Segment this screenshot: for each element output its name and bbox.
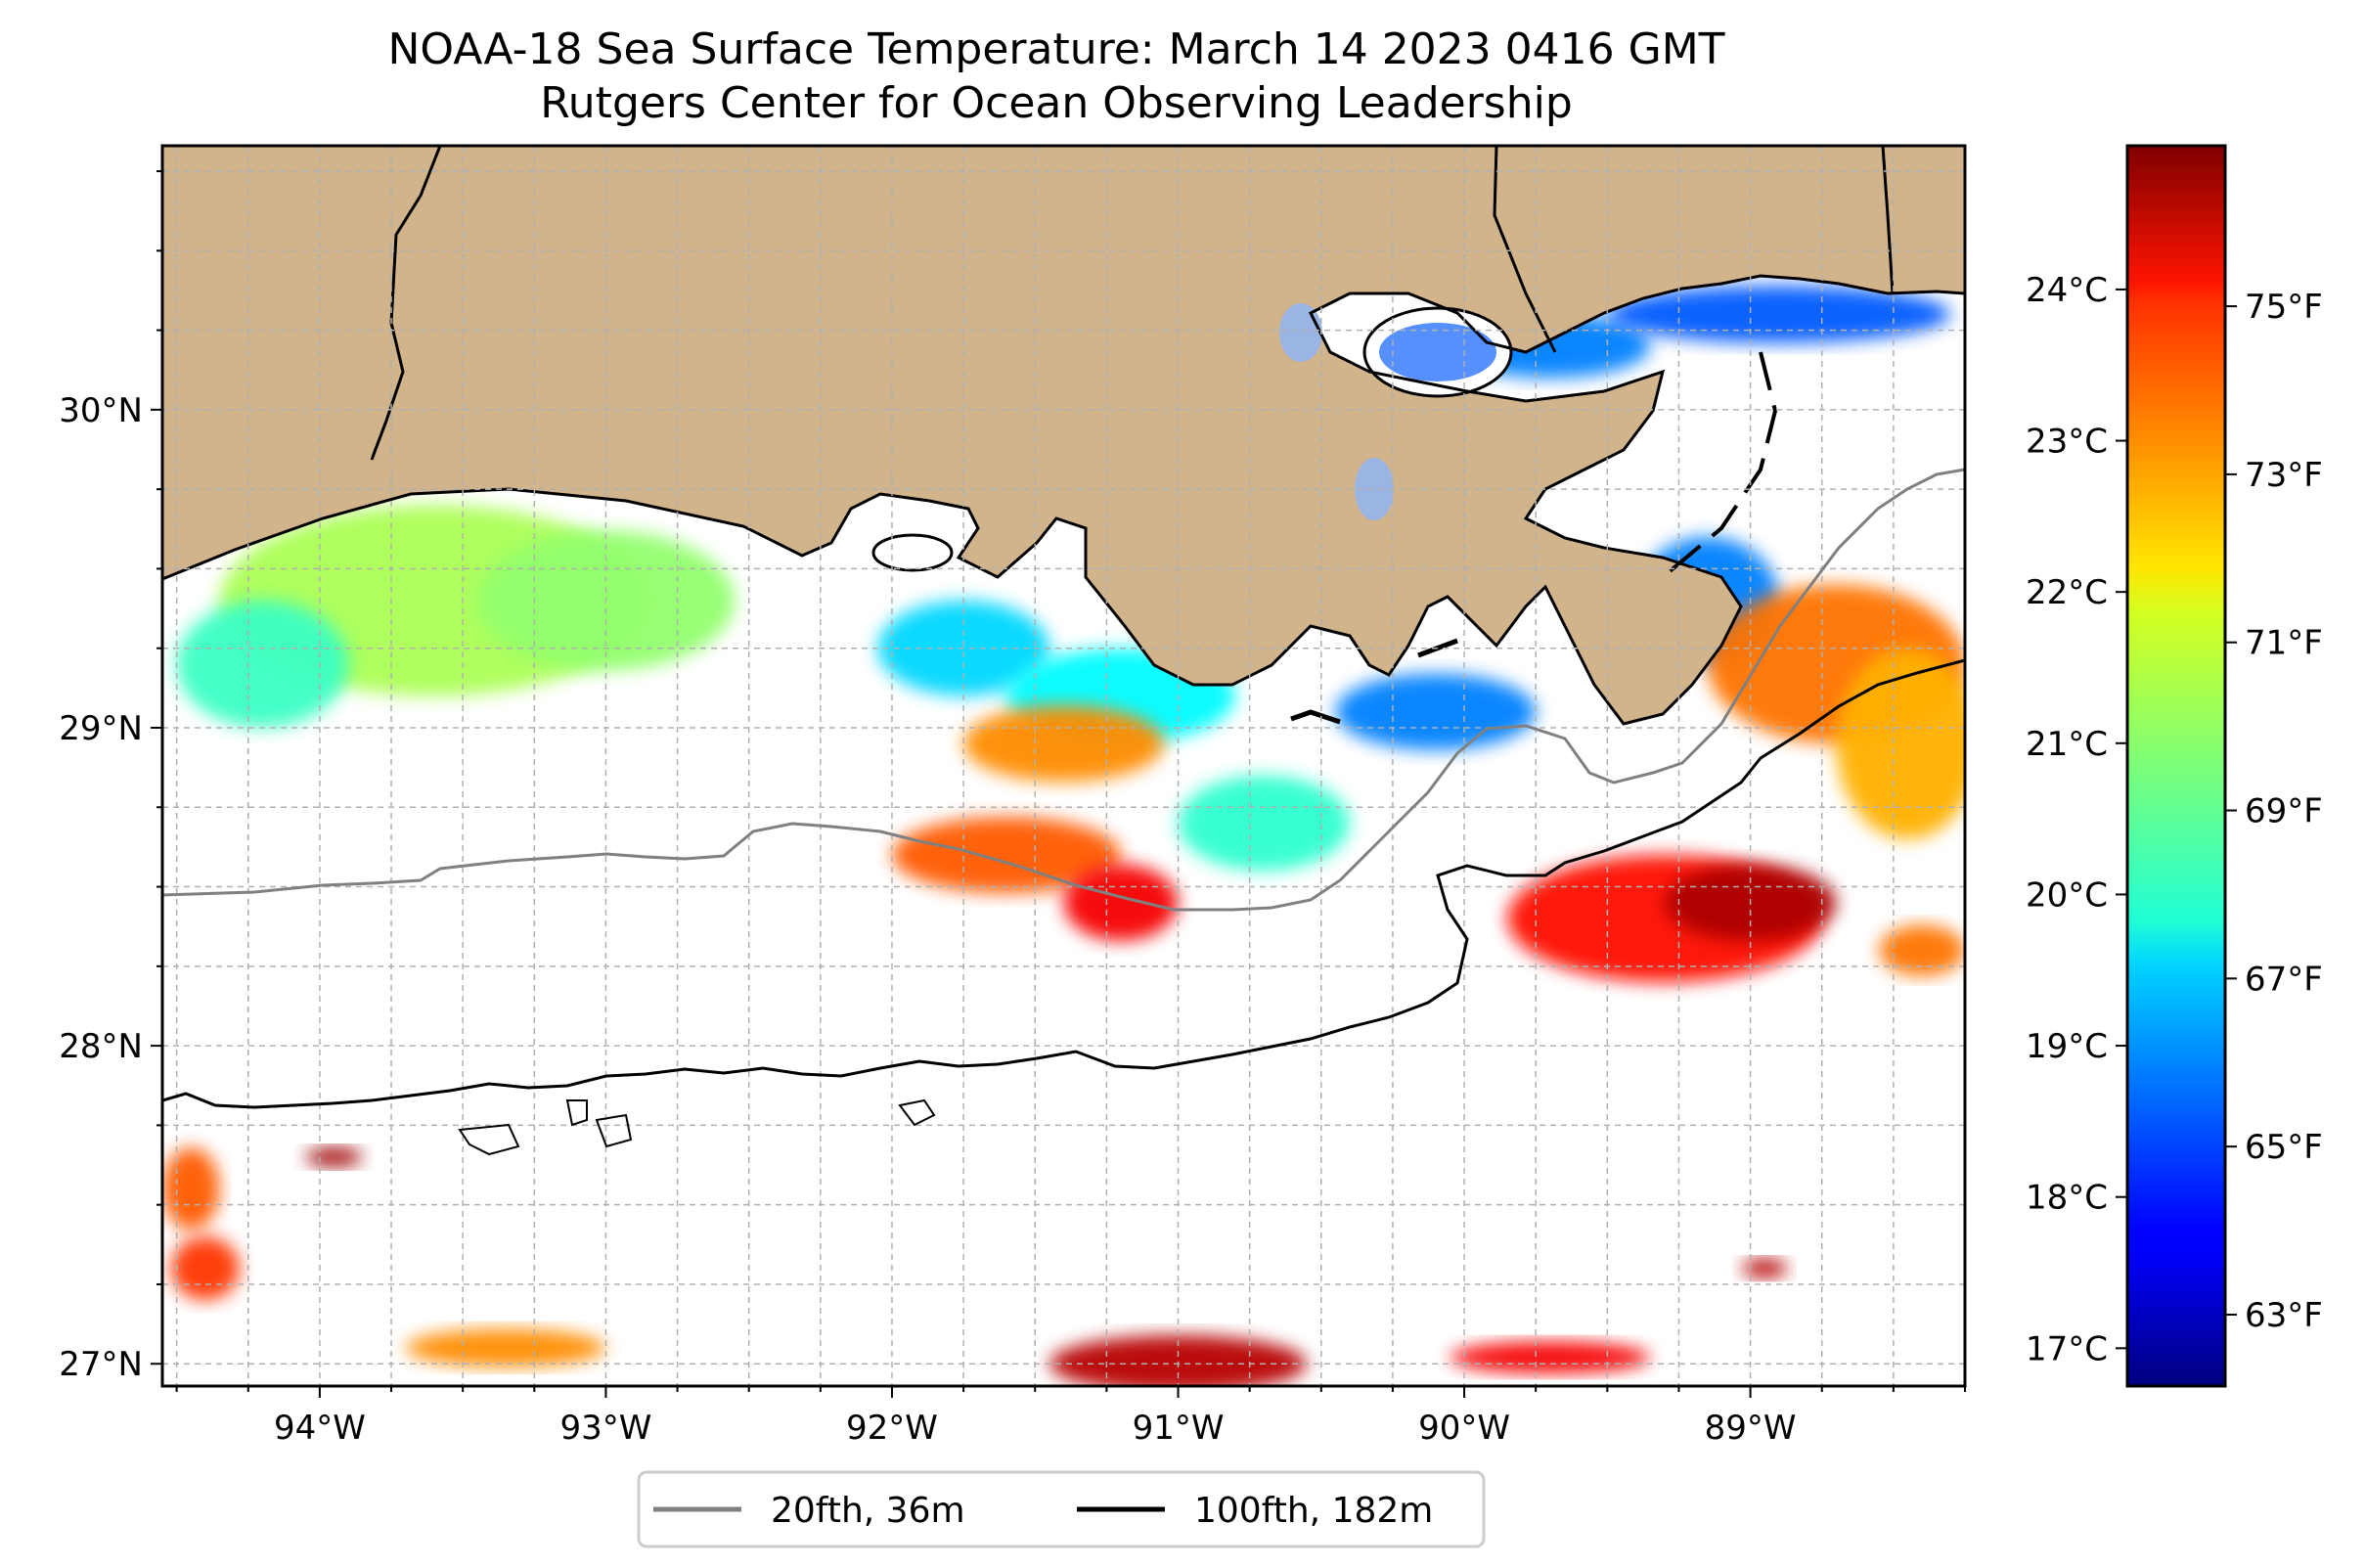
map-title-line1: NOAA-18 Sea Surface Temperature: March 1… — [387, 24, 1724, 74]
lon-tick-label: 90°W — [1418, 1409, 1510, 1448]
lat-tick-label: 27°N — [59, 1345, 143, 1384]
colorbar-celsius-label: 22°C — [2026, 573, 2108, 612]
sst-patch-western-shelf-edge — [176, 600, 349, 728]
colorbar-celsius-ticks: 17°C 18°C 19°C 20°C 21°C 22°C 23°C 24°C — [2026, 271, 2127, 1368]
colorbar-fahrenheit-label: 65°F — [2245, 1128, 2323, 1167]
colorbar-celsius-label: 18°C — [2026, 1179, 2108, 1218]
sst-patch-offshore-south-east — [1450, 1341, 1651, 1373]
grand-lake — [871, 533, 954, 572]
legend-label-100fth: 100fth, 182m — [1194, 1491, 1433, 1531]
colorbar-gradient — [2125, 144, 2227, 1388]
lon-tick-label: 91°W — [1133, 1409, 1225, 1448]
lon-tick-label: 94°W — [274, 1409, 366, 1448]
map-plot-area — [162, 146, 1965, 1386]
pearl-river-border — [1493, 146, 1557, 353]
colorbar-celsius-label: 19°C — [2026, 1027, 2108, 1066]
sst-patch-central-shelf-warm — [891, 817, 1122, 894]
sst-patch-offshore-south-core — [1049, 1334, 1308, 1386]
sst-patch-east-edge-small — [1879, 924, 1965, 976]
legend-box — [637, 1470, 1486, 1548]
coastline — [162, 274, 1965, 726]
sst-patch-offshore-small-a — [305, 1147, 363, 1167]
gridlines — [162, 146, 1965, 1386]
state-border-east — [1881, 146, 1895, 294]
lat-tick-label: 29°N — [59, 709, 143, 748]
lake-pontchartrain-inland — [1279, 303, 1322, 362]
colorbar: 17°C 18°C 19°C 20°C 21°C 22°C 23°C 24°C 63°F 65°… — [2026, 144, 2323, 1388]
lat-tick-label: 28°N — [59, 1027, 143, 1066]
latitude-ticks: 30°N 29°N 28°N 27°N — [59, 170, 162, 1384]
sst-patch-shelf-edge-east — [1836, 648, 1965, 839]
sst-patch-mississippi-sound — [1607, 286, 1951, 343]
isobath-20fth — [162, 468, 1965, 912]
lake-pontchartrain-sst — [1379, 323, 1496, 381]
sst-patch-terrebonne-patch — [1178, 775, 1351, 872]
colorbar-fahrenheit-ticks: 63°F 65°F 67°F 69°F 71°F 73°F 75°F — [2225, 288, 2323, 1335]
map-title-line2: Rutgers Center for Ocean Observing Leade… — [540, 78, 1573, 128]
colorbar-fahrenheit-label: 63°F — [2245, 1296, 2323, 1335]
colorbar-fahrenheit-label: 75°F — [2245, 288, 2323, 327]
colorbar-fahrenheit-label: 69°F — [2245, 792, 2323, 831]
colorbar-celsius-label: 17°C — [2026, 1329, 2108, 1368]
chandeleur-islands — [1661, 351, 1778, 579]
barrier-islands — [1290, 709, 1341, 725]
sst-patch-offshore-west-2 — [170, 1236, 240, 1301]
seamount-contours — [458, 1098, 936, 1156]
longitude-ticks: 94°W 93°W 92°W 91°W 90°W 89°W — [175, 1386, 1966, 1448]
legend-label-20fth: 20fth, 36m — [771, 1491, 965, 1531]
sst-patch-offshore-west — [162, 1147, 220, 1231]
sst-patch-mid-shelf-warm — [963, 705, 1164, 783]
sst-patch-offshore-southwest — [405, 1328, 606, 1367]
sst-patch-barataria-patch — [1335, 673, 1537, 750]
colorbar-celsius-label: 21°C — [2026, 725, 2108, 764]
colorbar-fahrenheit-label: 67°F — [2245, 960, 2323, 999]
map-frame — [160, 144, 1967, 1388]
colorbar-fahrenheit-label: 73°F — [2245, 456, 2323, 495]
sst-patch-central-shelf-hot — [1063, 864, 1179, 941]
sst-patch-offshore-small-b — [1741, 1258, 1788, 1278]
colorbar-celsius-label: 20°C — [2026, 875, 2108, 915]
colorbar-celsius-label: 24°C — [2026, 271, 2108, 310]
lat-tick-label: 30°N — [59, 391, 143, 430]
inland-lake — [1355, 458, 1394, 520]
isobath-100fth — [162, 658, 1965, 1109]
lon-tick-label: 92°W — [846, 1409, 938, 1448]
lon-tick-label: 93°W — [559, 1409, 651, 1448]
isobath-legend: 20fth, 36m 100fth, 182m — [637, 1470, 1486, 1548]
colorbar-fahrenheit-label: 71°F — [2245, 624, 2323, 663]
lon-tick-label: 89°W — [1705, 1409, 1797, 1448]
colorbar-celsius-label: 23°C — [2026, 423, 2108, 462]
land-mass — [162, 146, 1965, 724]
